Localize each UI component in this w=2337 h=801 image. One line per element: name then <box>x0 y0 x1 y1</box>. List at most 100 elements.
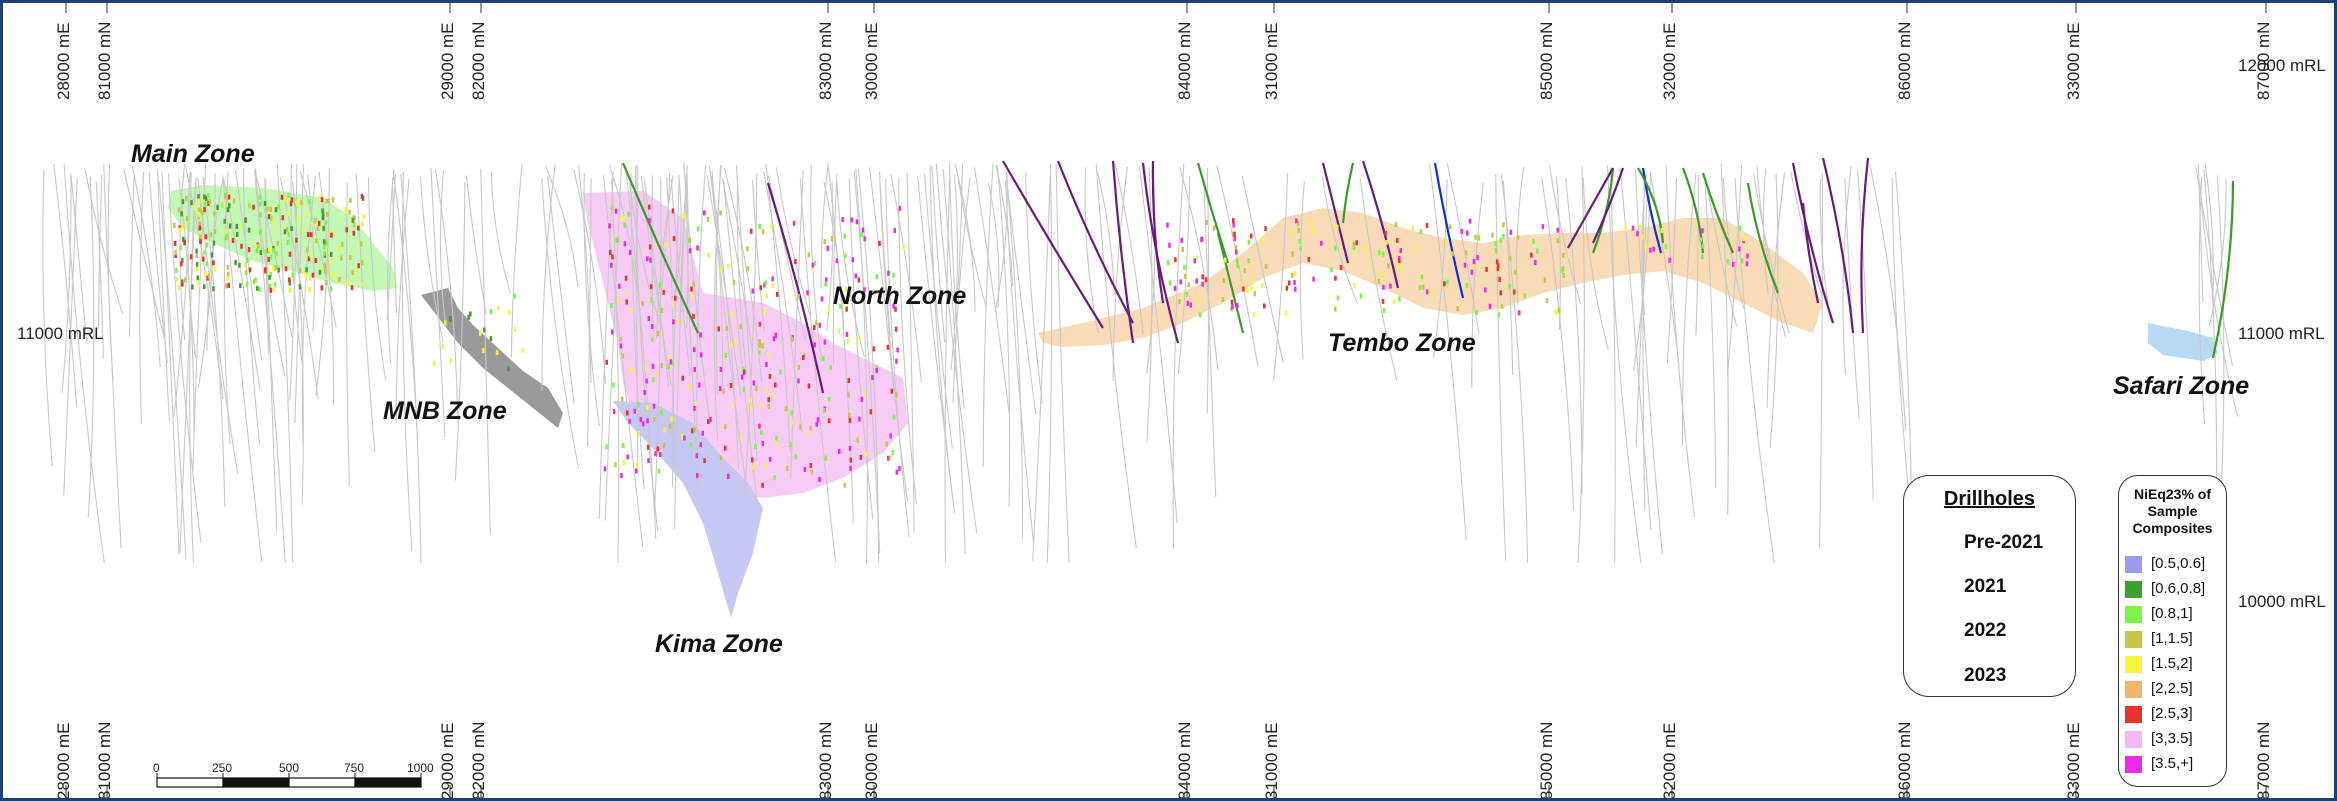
sample-composite <box>314 258 317 263</box>
sample-composite <box>719 455 723 461</box>
drillhole-2023 <box>1860 157 1870 334</box>
sample-composite <box>175 276 179 282</box>
sample-composite <box>290 197 294 203</box>
sample-composite <box>1381 298 1385 304</box>
sample-composite <box>226 264 230 270</box>
sample-composite <box>203 250 206 256</box>
drillhole-pre-2021 <box>765 163 791 453</box>
sample-composite <box>185 195 188 201</box>
sample-composite <box>1377 278 1381 284</box>
drillhole-pre-2021 <box>790 169 804 480</box>
sample-composite <box>269 206 272 212</box>
drillhole-pre-2021 <box>857 168 880 564</box>
drillhole-pre-2021 <box>996 165 1011 507</box>
sample-composite <box>851 257 854 263</box>
sample-composite <box>1545 297 1549 303</box>
sample-composite <box>739 435 743 441</box>
nieq-legend: NiEq23% of Sample Composites [0.5,0.6] [0… <box>2118 475 2227 787</box>
sample-composite <box>761 482 764 488</box>
sample-composite <box>618 283 621 289</box>
drillhole-2021 <box>1433 162 1465 299</box>
sample-composite <box>289 201 293 207</box>
sample-composite <box>1294 271 1297 277</box>
sample-composite <box>264 248 268 254</box>
drillhole-pre-2021 <box>2216 175 2225 498</box>
sample-composite <box>332 272 335 278</box>
sample-composite <box>719 266 723 272</box>
sample-composite <box>1394 222 1398 228</box>
sample-composite <box>830 236 834 242</box>
sample-composite <box>623 291 626 297</box>
sample-composite <box>635 468 638 474</box>
drillhole-pre-2021 <box>131 165 161 367</box>
sample-composite <box>328 230 332 236</box>
sample-composite <box>646 418 649 424</box>
sample-composite <box>623 241 627 247</box>
sample-composite <box>898 205 902 211</box>
sample-composite <box>765 362 768 367</box>
sample-composite <box>213 229 217 235</box>
sample-composite <box>469 311 472 317</box>
sample-composite <box>1451 251 1454 257</box>
sample-composite <box>872 346 876 352</box>
sample-composite <box>1339 265 1343 271</box>
drillhole-pre-2021 <box>541 177 580 470</box>
sample-composite <box>305 247 309 253</box>
sample-composite <box>692 313 695 319</box>
sample-composite <box>287 232 290 238</box>
drillhole-pre-2021 <box>710 176 740 469</box>
sample-composite <box>807 383 811 389</box>
sample-composite <box>349 197 352 203</box>
zone-label-mnb: MNB Zone <box>383 397 507 425</box>
sample-composite <box>696 226 700 232</box>
sample-composite <box>231 237 235 243</box>
drillhole-pre-2021 <box>1844 178 1860 420</box>
sample-composite <box>612 409 616 415</box>
sample-composite <box>301 227 304 233</box>
sample-composite <box>1295 218 1298 224</box>
sample-composite <box>1536 248 1539 254</box>
drillhole-pre-2021 <box>1790 171 1824 299</box>
sample-composite <box>854 273 857 279</box>
sample-composite <box>703 210 706 216</box>
sample-composite <box>1193 258 1196 264</box>
drillhole-pre-2021 <box>179 164 186 341</box>
sample-composite <box>816 417 820 423</box>
top-label-81000-mn: 81000 mN <box>95 21 114 100</box>
sample-composite <box>1466 230 1469 236</box>
drillhole-pre-2021 <box>185 165 224 400</box>
nieq-legend-item: [3,3.5] <box>2119 729 2226 751</box>
sample-composite <box>610 303 613 308</box>
sample-composite <box>327 198 330 204</box>
sample-composite <box>352 222 356 227</box>
sample-composite <box>1236 263 1239 269</box>
sample-composite <box>1664 244 1668 250</box>
sample-composite <box>197 207 201 213</box>
sample-composite <box>1166 222 1169 228</box>
scale-label-750: 750 <box>344 761 365 775</box>
sample-composite <box>616 297 620 303</box>
sample-composite <box>1222 278 1226 284</box>
sample-composite <box>758 321 762 327</box>
sample-composite <box>824 455 828 461</box>
sample-composite <box>273 286 276 292</box>
bottom-label-84000-mn: 84000 mN <box>1175 721 1194 800</box>
nieq-label: [3.5,+] <box>2151 755 2194 772</box>
sample-composite <box>1639 225 1642 230</box>
sample-composite <box>1636 231 1639 237</box>
sample-composite <box>350 285 354 291</box>
nieq-swatch <box>2125 681 2142 698</box>
sample-composite <box>625 299 628 305</box>
sample-composite <box>843 233 847 239</box>
sample-composite <box>1557 308 1560 313</box>
sample-composite <box>1389 283 1392 289</box>
sample-composite <box>1494 241 1497 247</box>
sample-composite <box>668 423 672 429</box>
nieq-swatch <box>2125 731 2142 748</box>
sample-composite <box>174 253 177 259</box>
sample-composite <box>432 360 436 366</box>
sample-composite <box>489 309 493 314</box>
sample-composite <box>605 444 608 450</box>
sample-composite <box>1398 258 1401 264</box>
sample-composite <box>660 362 664 368</box>
